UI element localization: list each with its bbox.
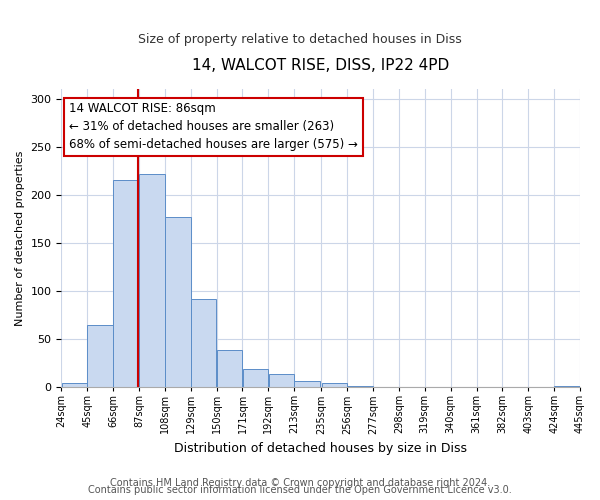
- Bar: [113, 180, 139, 387]
- Title: 14, WALCOT RISE, DISS, IP22 4PD: 14, WALCOT RISE, DISS, IP22 4PD: [192, 58, 449, 72]
- Bar: [554, 386, 580, 387]
- Bar: [62, 384, 87, 387]
- Bar: [191, 298, 217, 387]
- Text: Contains public sector information licensed under the Open Government Licence v3: Contains public sector information licen…: [88, 485, 512, 495]
- Y-axis label: Number of detached properties: Number of detached properties: [15, 150, 25, 326]
- Bar: [242, 369, 268, 387]
- Text: Size of property relative to detached houses in Diss: Size of property relative to detached ho…: [138, 32, 462, 46]
- Bar: [88, 324, 113, 387]
- Bar: [295, 382, 320, 387]
- X-axis label: Distribution of detached houses by size in Diss: Distribution of detached houses by size …: [174, 442, 467, 455]
- Text: Contains HM Land Registry data © Crown copyright and database right 2024.: Contains HM Land Registry data © Crown c…: [110, 478, 490, 488]
- Bar: [139, 174, 164, 387]
- Bar: [347, 386, 373, 387]
- Bar: [322, 384, 347, 387]
- Text: 14 WALCOT RISE: 86sqm
← 31% of detached houses are smaller (263)
68% of semi-det: 14 WALCOT RISE: 86sqm ← 31% of detached …: [69, 102, 358, 152]
- Bar: [217, 350, 242, 387]
- Bar: [165, 217, 191, 387]
- Bar: [269, 374, 294, 387]
